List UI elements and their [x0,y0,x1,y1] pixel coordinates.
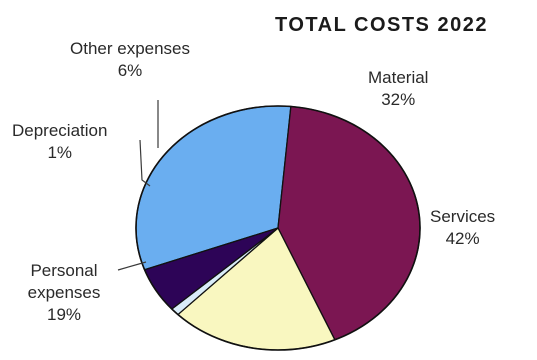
slice-name-depreciation: Depreciation [12,121,108,140]
leader-line-personal-expenses [117,261,147,271]
chart-title: TOTAL COSTS 2022 [275,14,488,36]
slice-label-material: Material 32% [368,67,428,111]
slice-value-other-expenses: 6% [117,61,143,80]
slice-label-other-expenses: Other expenses 6% [70,38,190,82]
slice-value-material: 32% [381,90,416,109]
slice-label-depreciation: Depreciation 1% [12,120,107,164]
slice-name-material: Material [368,68,429,87]
slice-name-personal-expenses: Personal expenses [27,261,101,302]
slice-label-services: Services 42% [430,206,495,250]
slice-name-services: Services [430,207,496,226]
slice-label-personal-expenses: Personal expenses 19% [16,260,112,326]
slice-value-personal-expenses: 19% [46,305,82,324]
slice-value-services: 42% [445,229,480,248]
pie-rim [135,105,421,351]
slice-name-other-expenses: Other expenses [70,39,191,58]
leader-line-depreciation [139,139,151,187]
slice-value-depreciation: 1% [47,143,73,162]
